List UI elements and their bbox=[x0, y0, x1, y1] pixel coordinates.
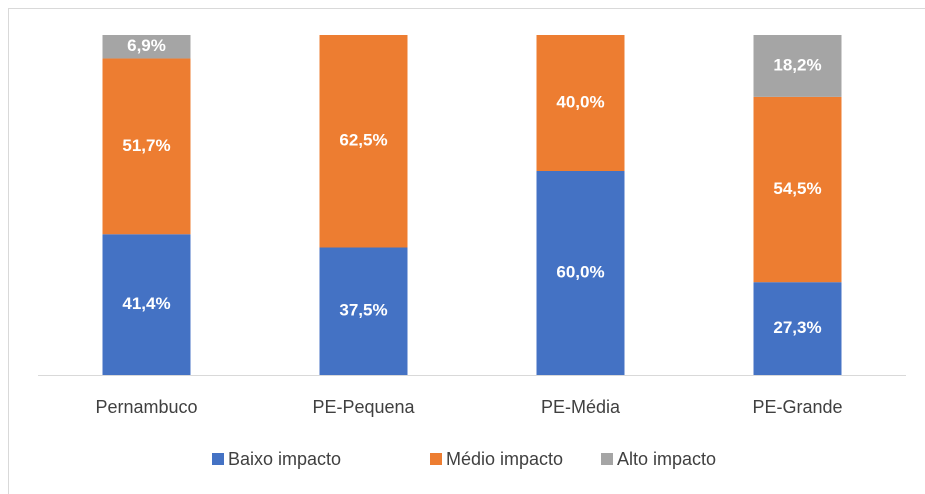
bar-segment bbox=[319, 247, 408, 375]
data-label: 37,5% bbox=[339, 301, 387, 320]
data-label: 60,0% bbox=[556, 262, 604, 281]
legend-swatch bbox=[430, 453, 442, 465]
bar-segment bbox=[102, 58, 191, 235]
x-tick-label: Pernambuco bbox=[95, 397, 197, 417]
legend-swatch bbox=[601, 453, 613, 465]
bar-segment bbox=[753, 282, 842, 375]
bar-segment bbox=[753, 35, 842, 97]
data-label: 51,7% bbox=[122, 136, 170, 155]
bar-segment bbox=[753, 96, 842, 283]
legend-swatch bbox=[212, 453, 224, 465]
data-label: 27,3% bbox=[773, 318, 821, 337]
bar-segment bbox=[536, 171, 625, 375]
legend-label: Alto impacto bbox=[617, 449, 716, 469]
bar-segment bbox=[536, 35, 625, 171]
chart-frame bbox=[8, 8, 925, 494]
data-label: 6,9% bbox=[127, 36, 166, 55]
data-label: 62,5% bbox=[339, 131, 387, 150]
x-tick-label: PE-Grande bbox=[752, 397, 842, 417]
data-label: 54,5% bbox=[773, 179, 821, 198]
bar-segment bbox=[102, 35, 191, 59]
x-tick-label: PE-Média bbox=[541, 397, 621, 417]
legend-label: Médio impacto bbox=[446, 449, 563, 469]
legend-label: Baixo impacto bbox=[228, 449, 341, 469]
bar-segment bbox=[319, 35, 408, 248]
bar-segment bbox=[102, 234, 191, 375]
data-label: 40,0% bbox=[556, 92, 604, 111]
data-label: 18,2% bbox=[773, 55, 821, 74]
data-label: 41,4% bbox=[122, 294, 170, 313]
x-tick-label: PE-Pequena bbox=[312, 397, 415, 417]
